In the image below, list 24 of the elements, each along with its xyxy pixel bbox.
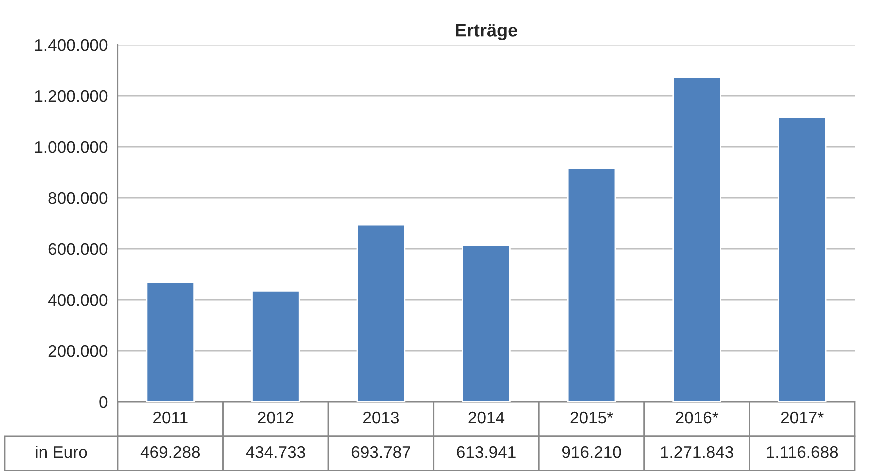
y-tick-label: 1.200.000: [35, 90, 108, 102]
x-tick-label: 2014: [468, 412, 505, 424]
data-label: 1.116.688: [767, 446, 838, 458]
x-tick-label: 2017*: [781, 412, 824, 424]
y-tick-label: 400.000: [48, 294, 108, 306]
data-label: 1.271.843: [661, 446, 734, 458]
y-tick-label: 200.000: [48, 345, 108, 358]
y-tick-label: 800.000: [48, 192, 108, 204]
data-label: 693.787: [352, 446, 411, 458]
y-tick-label: 600.000: [48, 243, 108, 256]
chart-title: Erträge: [456, 24, 518, 40]
x-tick-label: 2015*: [570, 412, 614, 424]
y-tick-label: 1.000.000: [35, 141, 108, 154]
y-tick-label: 0: [100, 396, 108, 408]
x-tick-label: 2011: [154, 412, 188, 424]
y-tick-label: 1.400.000: [35, 39, 108, 52]
x-tick-label: 2013: [364, 412, 400, 424]
data-label: 469.288: [140, 446, 200, 458]
data-label: 434.733: [246, 446, 306, 458]
data-label: 613.941: [457, 446, 516, 458]
x-tick-label: 2012: [258, 412, 294, 424]
text: in Euro: [36, 446, 88, 458]
data-label: 916.210: [562, 446, 622, 458]
x-tick-label: 2016*: [676, 412, 719, 424]
